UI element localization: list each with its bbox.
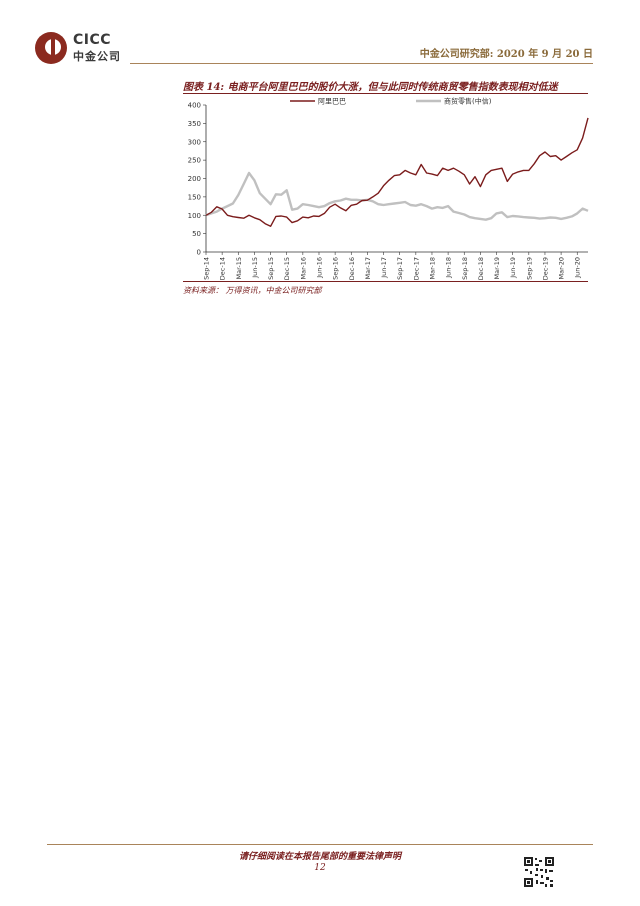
x-tick-label: Sep-18: [461, 257, 469, 280]
figure-title-divider: [183, 93, 588, 94]
x-tick-label: Mar-19: [493, 257, 501, 279]
footer-divider: [47, 844, 593, 845]
retail-index-series-line: [205, 171, 589, 221]
y-axis: 0 50 100 150 200 250 300 350 400: [188, 102, 207, 257]
x-tick-label: Mar-16: [299, 257, 307, 279]
line-chart: 0 50 100 150 200 250 300 350 400 Sep-14 Dec-14 Mar…: [188, 97, 589, 280]
header-divider: [130, 63, 593, 64]
x-tick-label: Jun-20: [574, 257, 582, 279]
y-tick-label: 150: [188, 193, 201, 201]
figure-title: 图表 14: 电商平台阿里巴巴的股价大涨，但与此同时传统商贸零售指数表现相对低迷: [183, 82, 558, 93]
chart-legend: 阿里巴巴 商贸零售(中信): [290, 97, 492, 106]
x-tick-label: Sep-15: [267, 257, 275, 280]
x-tick-label: Dec-14: [219, 257, 227, 280]
x-tick-label: Dec-19: [541, 257, 549, 280]
y-tick-label: 300: [188, 138, 201, 146]
y-tick-label: 350: [188, 120, 201, 128]
cicc-logo: CICC 中金公司: [33, 30, 133, 66]
legal-disclaimer-link[interactable]: 请仔细阅读在本报告尾部的重要法律声明: [238, 852, 401, 862]
chart-series: [205, 117, 589, 228]
y-tick-label: 200: [188, 175, 201, 183]
legend-item-alibaba-label: 阿里巴巴: [318, 97, 346, 106]
x-tick-label: Sep-19: [525, 257, 533, 280]
x-tick-label: Jun-19: [509, 257, 517, 279]
y-tick-label: 100: [188, 212, 201, 220]
x-tick-label: Sep-16: [332, 257, 340, 280]
cicc-logo-mark-icon: [35, 32, 67, 64]
x-tick-label: Dec-17: [412, 257, 420, 280]
x-tick-label: Dec-15: [283, 257, 291, 280]
x-tick-label: Dec-18: [477, 257, 485, 280]
y-tick-label: 250: [188, 157, 201, 165]
x-tick-label: Dec-16: [348, 257, 356, 280]
alibaba-series-line: [205, 117, 589, 228]
x-tick-label: Sep-17: [396, 257, 404, 280]
x-tick-label: Mar-18: [428, 257, 436, 279]
x-tick-label: Sep-14: [203, 257, 211, 280]
x-axis: Sep-14 Dec-14 Mar-15 Jun-15 Sep-15 Dec-15 Mar-…: [203, 251, 588, 280]
legend-item-retail-index-label: 商贸零售(中信): [444, 97, 492, 106]
y-tick-label: 400: [188, 102, 201, 110]
source-divider: [183, 281, 588, 282]
x-tick-label: Jun-17: [380, 257, 388, 279]
x-tick-label: Mar-17: [364, 257, 372, 279]
y-tick-label: 50: [192, 230, 201, 238]
header-dept-date: 中金公司研究部: 2020 年 9 月 20 日: [419, 49, 593, 60]
x-tick-label: Mar-20: [558, 257, 566, 279]
x-tick-label: Mar-15: [235, 257, 243, 279]
x-tick-label: Jun-15: [251, 257, 259, 279]
logo-text-en: CICC: [73, 32, 112, 48]
y-tick-label: 0: [197, 249, 201, 257]
qr-code-icon: [523, 856, 555, 888]
logo-text-cn: 中金公司: [73, 50, 121, 63]
figure-source: 资料来源： 万得资讯，中金公司研究部: [183, 286, 322, 295]
x-tick-label: Jun-16: [315, 257, 323, 279]
x-tick-label: Jun-18: [445, 257, 453, 279]
page-number: 12: [314, 863, 326, 873]
